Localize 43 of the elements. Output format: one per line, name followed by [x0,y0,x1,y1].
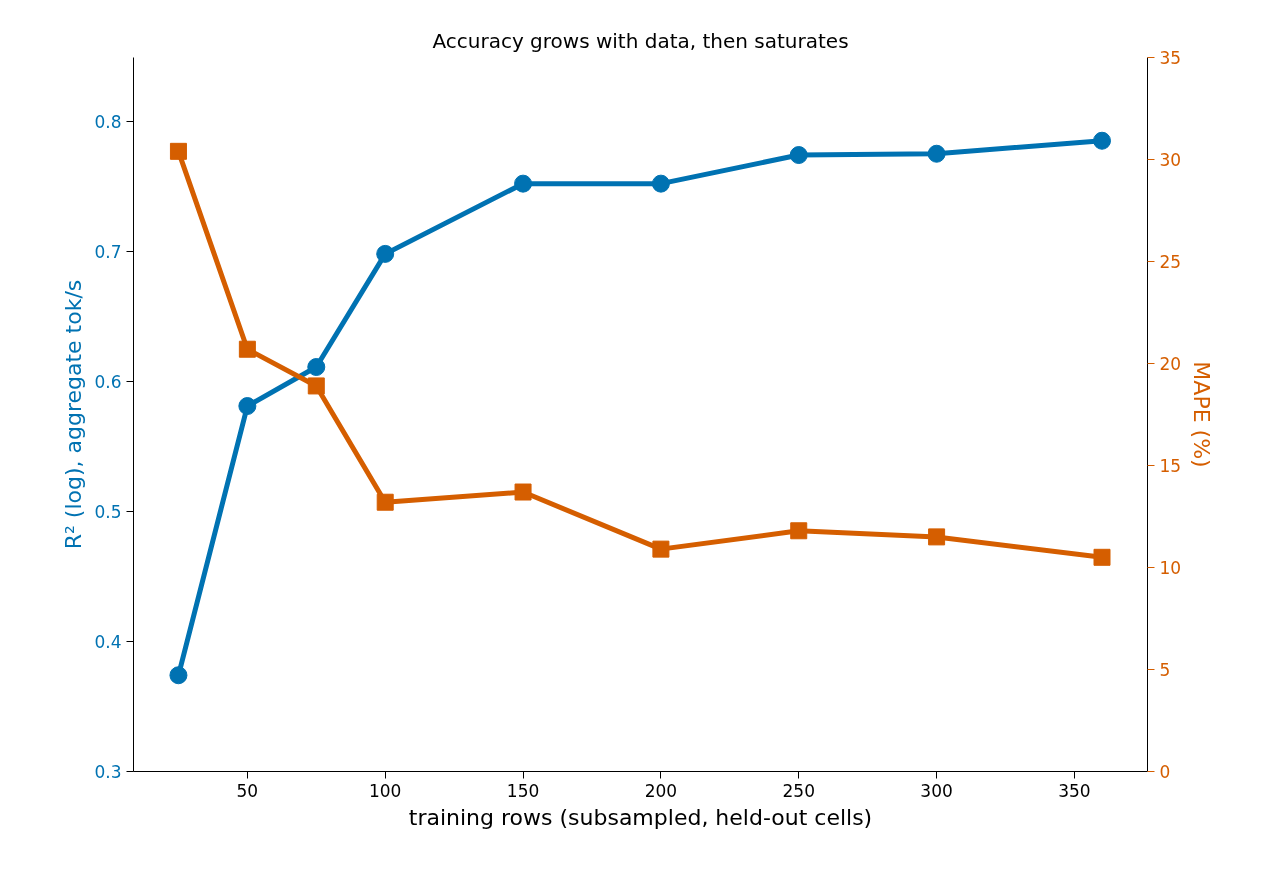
point [927,144,946,163]
point [790,522,808,540]
point [652,540,670,558]
y2-tick-label: 30 [1159,150,1182,170]
x-tick-label: 200 [644,780,678,801]
point [238,340,256,358]
y2-tick-label: 25 [1159,252,1182,272]
point [651,174,670,193]
y-tick-label: 0.4 [94,631,122,652]
x-tick-label: 100 [368,780,402,801]
x-tick-label: 50 [236,780,259,801]
y2-tick-label: 35 [1159,48,1182,68]
point [514,483,532,501]
x-tick-label: 250 [782,780,815,801]
y-tick-label: 0.7 [94,241,122,262]
point [238,397,257,416]
point [1093,548,1111,566]
x-tick-label: 300 [920,780,953,801]
point [1093,131,1112,150]
y-tick-label: 0.8 [94,111,122,132]
point [514,174,533,193]
x-axis-title: training rows (subsampled, held-out cells) [408,804,873,830]
y2-tick-label: 0 [1159,762,1171,782]
x-tick-label: 350 [1058,780,1091,801]
point [376,244,395,263]
point [928,528,946,546]
y2-tick-label: 15 [1159,456,1182,476]
chart-title: Accuracy grows with data, then saturates [432,28,849,53]
point [169,666,188,685]
y-tick-label: 0.6 [94,371,122,392]
y-axis-title: R² (log), aggregate tok/s [61,279,87,550]
point [789,146,808,165]
y-tick-label: 0.5 [94,501,122,522]
y2-tick-label: 10 [1159,558,1182,578]
y2-axis-title: MAPE (%) [1189,361,1215,468]
point [307,377,325,395]
x-tick-label: 150 [506,780,540,801]
y2-tick-label: 20 [1159,354,1182,374]
point [376,493,394,511]
point [307,358,326,377]
y2-tick-label: 5 [1159,660,1171,680]
y-tick-label: 0.3 [94,762,122,782]
point [169,142,187,160]
